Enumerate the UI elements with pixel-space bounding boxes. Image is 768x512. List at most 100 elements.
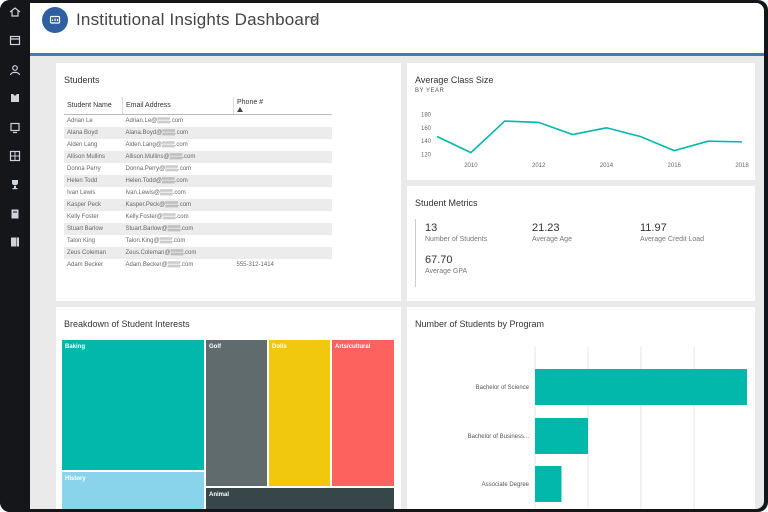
- sort-asc-icon: [237, 107, 243, 112]
- table-row[interactable]: Adrian Le Adrian.Le@▒▒▒.com: [64, 115, 332, 128]
- device-icon[interactable]: [8, 121, 22, 135]
- cell-phone: [234, 187, 333, 199]
- tile-label: Animal: [209, 492, 230, 498]
- cell-name: Allison Mullins: [64, 151, 123, 163]
- program-panel: Number of Students by Program Bachelor o…: [407, 307, 755, 509]
- app-header: Institutional Insights Dashboard: [30, 3, 764, 53]
- home-icon[interactable]: [8, 5, 22, 19]
- tile-label: Baking: [65, 344, 86, 350]
- x-tick-label: 2010: [464, 163, 478, 169]
- cell-phone: [234, 163, 333, 175]
- tile-label: Golf: [209, 344, 221, 350]
- tile-label: History: [65, 476, 86, 482]
- cell-name: Kasper Peck: [64, 199, 123, 211]
- category-label: Associate Degree: [482, 482, 530, 488]
- cell-phone: [233, 223, 332, 235]
- x-tick-label: 2014: [600, 163, 614, 169]
- table-row[interactable]: Donna Perry Donna.Perry@▒▒▒.com: [64, 163, 332, 175]
- cell-name: Kelly Foster: [67, 214, 99, 220]
- cell-name: Adam Becker: [67, 262, 104, 268]
- student-metrics-panel: Student Metrics 13 Number of Students 21…: [407, 186, 755, 301]
- category-label: Bachelor of Science: [476, 385, 530, 391]
- class-size-title: Average Class Size: [415, 75, 494, 85]
- cell-name: Alana Boyd: [64, 127, 123, 139]
- app-badge[interactable]: [42, 7, 68, 33]
- cell-email: Alana.Boyd@▒▒▒.com: [122, 127, 234, 139]
- cell-name: Adrian Le: [67, 118, 93, 124]
- metric-label: Average GPA: [425, 268, 468, 275]
- chevron-down-icon[interactable]: [308, 13, 320, 25]
- cell-email: Zeus.Coleman@▒▒▒.com: [122, 247, 234, 259]
- students-table: Student Name Email Address Phone # Adria…: [64, 97, 332, 271]
- metric-average-gpa: 67.70 Average GPA: [425, 254, 467, 275]
- cell-email: Adrian.Le@▒▒▒.com: [125, 118, 184, 124]
- table-row[interactable]: Kelly Foster Kelly.Foster@▒▒▒.com: [64, 211, 332, 223]
- treemap-tile-dolls[interactable]: Dolls: [269, 340, 330, 486]
- metric-label: Average Credit Load: [640, 236, 705, 243]
- table-row[interactable]: Adam Becker Adam.Becker@▒▒▒.com 555-312-14…: [64, 259, 332, 271]
- metric-number-of-students: 13 Number of Students: [425, 222, 487, 243]
- bookmark-icon[interactable]: [8, 235, 22, 249]
- cell-name: Stuart Barlow: [64, 223, 123, 235]
- cell-name: Ivan Lewis: [67, 190, 96, 196]
- column-header-phone[interactable]: Phone #: [233, 97, 332, 115]
- students-title: Students: [64, 75, 100, 85]
- metric-average-credit-load: 11.97 Average Credit Load: [640, 222, 704, 243]
- class-size-subtitle: BY YEAR: [415, 88, 445, 94]
- table-row[interactable]: Talon King Talon.King@▒▒▒.com: [64, 235, 332, 247]
- x-tick-label: 2016: [668, 163, 682, 169]
- treemap-tile-animal[interactable]: Animal: [206, 488, 394, 509]
- class-size-panel: Average Class Size BY YEAR 120 140 160 180 2…: [407, 63, 755, 180]
- table-row[interactable]: Allison Mullins Allison.Mullins@▒▒▒.com: [64, 151, 332, 163]
- table-row[interactable]: Alana Boyd Alana.Boyd@▒▒▒.com: [64, 127, 332, 139]
- table-header-row: Student Name Email Address Phone #: [64, 97, 332, 115]
- interests-title: Breakdown of Student Interests: [64, 319, 190, 329]
- cell-email: Talon.King@▒▒▒.com: [125, 238, 186, 244]
- treemap-tile-arts[interactable]: Arts/cultural: [332, 340, 394, 486]
- y-tick-label: 180: [421, 112, 432, 118]
- app-screen: Institutional Insights Dashboard Student…: [30, 3, 764, 509]
- category-label: Bachelor of Business...: [468, 434, 530, 440]
- cell-phone: [234, 211, 333, 223]
- grid-icon[interactable]: [8, 149, 22, 163]
- cell-email: Helen.Todd@▒▒▒.com: [122, 175, 234, 187]
- program-title: Number of Students by Program: [415, 319, 545, 329]
- metric-value: 13: [425, 222, 438, 234]
- table-row[interactable]: Alden Lang Alden.Lang@▒▒▒.com: [64, 139, 332, 151]
- column-header-email[interactable]: Email Address: [122, 97, 234, 115]
- cell-phone: [233, 199, 332, 211]
- table-row[interactable]: Zeus Coleman Zeus.Coleman@▒▒▒.com: [64, 247, 332, 259]
- bar: [535, 418, 588, 454]
- table-row[interactable]: Ivan Lewis Ivan.Lewis@▒▒▒.com: [64, 187, 332, 199]
- y-tick-label: 120: [421, 153, 432, 159]
- students-table-body: Adrian Le Adrian.Le@▒▒▒.com Alana Boyd Alan…: [64, 115, 332, 272]
- interests-panel: Breakdown of Student Interests Baking Hi…: [56, 307, 401, 509]
- table-row[interactable]: Kasper Peck Kasper.Peck@▒▒▒.com: [64, 199, 332, 211]
- program-bar-chart[interactable]: Bachelor of Science Bachelor of Business.…: [407, 307, 755, 509]
- x-tick-label: 2018: [735, 163, 749, 169]
- column-header-name[interactable]: Student Name: [64, 97, 123, 115]
- cell-email: Stuart.Barlow@▒▒▒.com: [122, 223, 234, 235]
- students-panel: Students Student Name Email Address Phon…: [56, 63, 401, 301]
- table-row[interactable]: Stuart Barlow Stuart.Barlow@▒▒▒.com: [64, 223, 332, 235]
- cell-email: Ivan.Lewis@▒▒▒.com: [125, 190, 186, 196]
- class-size-line-chart[interactable]: 120 140 160 180 2010 2012 2014 2016 2018: [407, 63, 755, 180]
- treemap-tile-golf[interactable]: Golf: [206, 340, 267, 486]
- metric-average-age: 21.23 Average Age: [532, 222, 572, 243]
- cell-phone: [234, 139, 333, 151]
- person-icon[interactable]: [8, 63, 22, 77]
- treemap-tile-baking[interactable]: Baking: [62, 340, 204, 470]
- treemap-tile-history[interactable]: History: [62, 472, 204, 509]
- puzzle-icon[interactable]: [8, 91, 22, 105]
- trophy-icon[interactable]: [8, 177, 22, 191]
- book-icon[interactable]: [8, 207, 22, 221]
- x-tick-label: 2012: [532, 163, 546, 169]
- page-title: Institutional Insights Dashboard: [76, 10, 320, 29]
- y-tick-label: 160: [421, 126, 432, 132]
- tile-label: Dolls: [272, 344, 287, 350]
- cell-phone: [233, 247, 332, 259]
- metric-label: Average Age: [532, 236, 572, 243]
- calendar-icon[interactable]: [8, 33, 22, 47]
- table-row[interactable]: Helen Todd Helen.Todd@▒▒▒.com: [64, 175, 332, 187]
